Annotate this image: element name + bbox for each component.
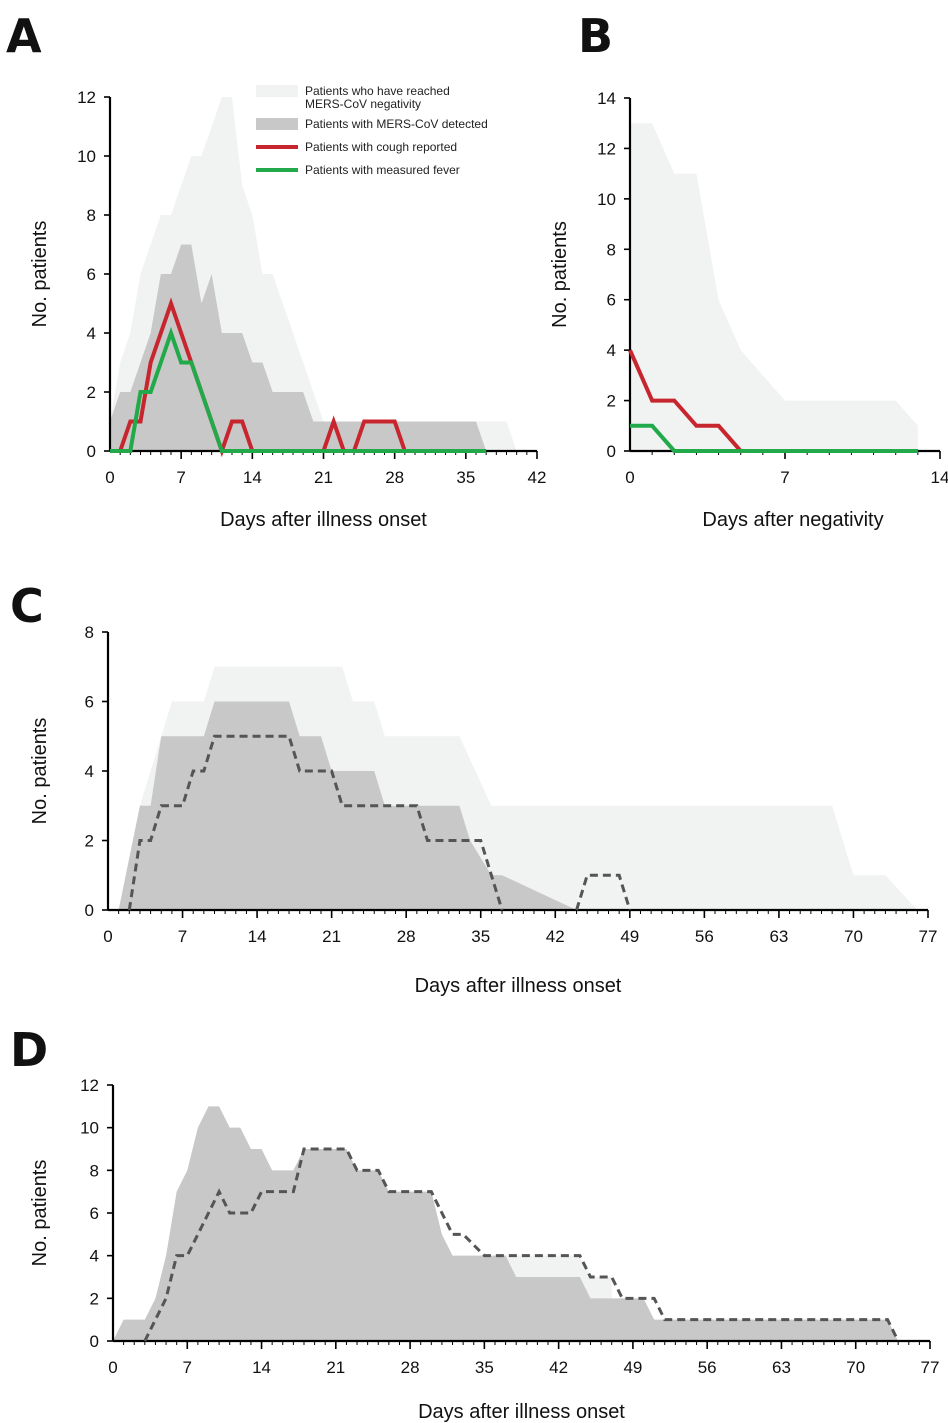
x-axis-title-b: Days after negativity [702,509,883,531]
x-tick-label-d: 70 [846,1358,865,1377]
panel-letter-c: C [10,579,44,633]
y-axis-title-a: No. patients [29,221,51,328]
y-tick-label-d: 0 [90,1332,99,1351]
x-tick-label-d: 21 [326,1358,345,1377]
line-series-a-3 [110,326,487,453]
x-tick-label-d: 49 [623,1358,642,1377]
area-series-d-1 [113,1106,899,1341]
y-tick-label-c: 0 [85,901,94,920]
dashed-line-d-2 [143,1147,900,1342]
x-tick-label-c: 49 [620,927,639,946]
chart-panel-d: 0 7 14 21 28 35 42 49 56 63 70 77 0 2 4 6 8 10 12 Days afte… [29,1076,939,1423]
x-tick-label-d: 28 [401,1358,420,1377]
y-tick-label-d: 8 [90,1161,99,1180]
x-tick-label-c: 35 [471,927,490,946]
y-tick-label-b: 10 [597,190,616,209]
y-tick-label-b: 0 [607,442,616,461]
y-tick-label-c: 8 [85,623,94,642]
y-tick-label-c: 2 [85,832,94,851]
y-axis-title-c: No. patients [29,718,51,825]
y-tick-label-d: 2 [90,1289,99,1308]
legend-label-negativity-line2: MERS-CoV negativity [305,97,421,111]
x-tick-label-a: 42 [528,468,547,487]
y-tick-label-b: 12 [597,139,616,158]
x-tick-label-b: 14 [931,468,948,487]
x-tick-label-c: 56 [695,927,714,946]
x-tick-label-c: 28 [397,927,416,946]
legend-swatch-detected [256,118,298,130]
x-tick-label-a: 28 [385,468,404,487]
y-tick-label-d: 12 [80,1076,99,1095]
y-tick-label-b: 4 [607,341,616,360]
legend-label-detected: Patients with MERS-CoV detected [305,117,488,131]
chart-panel-c: 0 7 14 21 28 35 42 49 56 63 70 77 0 2 4 6 8 Days after il… [29,623,937,997]
legend-label-negativity-line1: Patients who have reached [305,84,450,98]
x-tick-label-c: 77 [919,927,938,946]
legend-label-cough: Patients with cough reported [305,140,457,154]
x-axis-title-d: Days after illness onset [418,1401,625,1423]
x-tick-label-d: 42 [549,1358,568,1377]
y-tick-label-d: 6 [90,1204,99,1223]
x-tick-label-c: 0 [103,927,112,946]
legend-label-fever: Patients with measured fever [305,163,460,177]
y-tick-label-a: 12 [77,88,96,107]
y-tick-label-b: 14 [597,89,616,108]
legend-swatch-negativity [256,85,298,97]
y-axis-title-d: No. patients [29,1160,51,1267]
x-tick-label-b: 0 [625,468,634,487]
y-tick-label-a: 0 [87,442,96,461]
x-tick-label-c: 70 [844,927,863,946]
x-axis-title-a: Days after illness onset [220,509,427,531]
y-tick-label-a: 8 [87,206,96,225]
y-tick-label-a: 10 [77,147,96,166]
x-tick-label-a: 7 [176,468,185,487]
dashed-line-c-3 [575,873,632,911]
x-tick-label-d: 0 [108,1358,117,1377]
line-series-b-2 [630,423,918,453]
x-tick-label-d: 14 [252,1358,271,1377]
y-tick-label-b: 8 [607,240,616,259]
x-tick-label-c: 14 [248,927,267,946]
panel-letter-a: A [6,9,42,63]
dashed-line-c-2 [127,734,504,911]
area-series-b-0 [630,123,918,451]
x-tick-label-c: 21 [322,927,341,946]
y-tick-label-a: 4 [87,324,96,343]
x-tick-label-c: 7 [178,927,187,946]
y-tick-label-b: 2 [607,392,616,411]
x-tick-label-d: 63 [772,1358,791,1377]
y-tick-label-a: 2 [87,383,96,402]
legend: Patients who have reached MERS-CoV negat… [256,84,488,177]
x-tick-label-d: 35 [475,1358,494,1377]
chart-panel-b: 0 7 14 0 2 4 6 8 10 12 14 Days after negativity No. … [549,89,948,531]
y-tick-label-a: 6 [87,265,96,284]
y-axis-title-b: No. patients [549,221,571,328]
panel-letter-d: D [10,1023,48,1077]
y-tick-label-c: 4 [85,762,94,781]
panel-letter-b: B [578,9,613,63]
y-tick-label-d: 4 [90,1247,99,1266]
x-axis-title-c: Days after illness onset [415,975,622,997]
x-tick-label-b: 7 [780,468,789,487]
x-tick-label-a: 35 [456,468,475,487]
x-tick-label-a: 0 [105,468,114,487]
x-tick-label-d: 56 [698,1358,717,1377]
y-tick-label-c: 6 [85,693,94,712]
x-tick-label-a: 14 [243,468,262,487]
x-tick-label-c: 63 [769,927,788,946]
chart-panel-a: 0 7 14 21 28 35 42 0 2 4 6 8 10 12 Days after illness … [29,88,546,531]
x-tick-label-c: 42 [546,927,565,946]
y-tick-label-b: 6 [607,291,616,310]
x-tick-label-d: 7 [183,1358,192,1377]
y-tick-label-d: 10 [80,1119,99,1138]
x-tick-label-d: 77 [921,1358,940,1377]
x-tick-label-a: 21 [314,468,333,487]
